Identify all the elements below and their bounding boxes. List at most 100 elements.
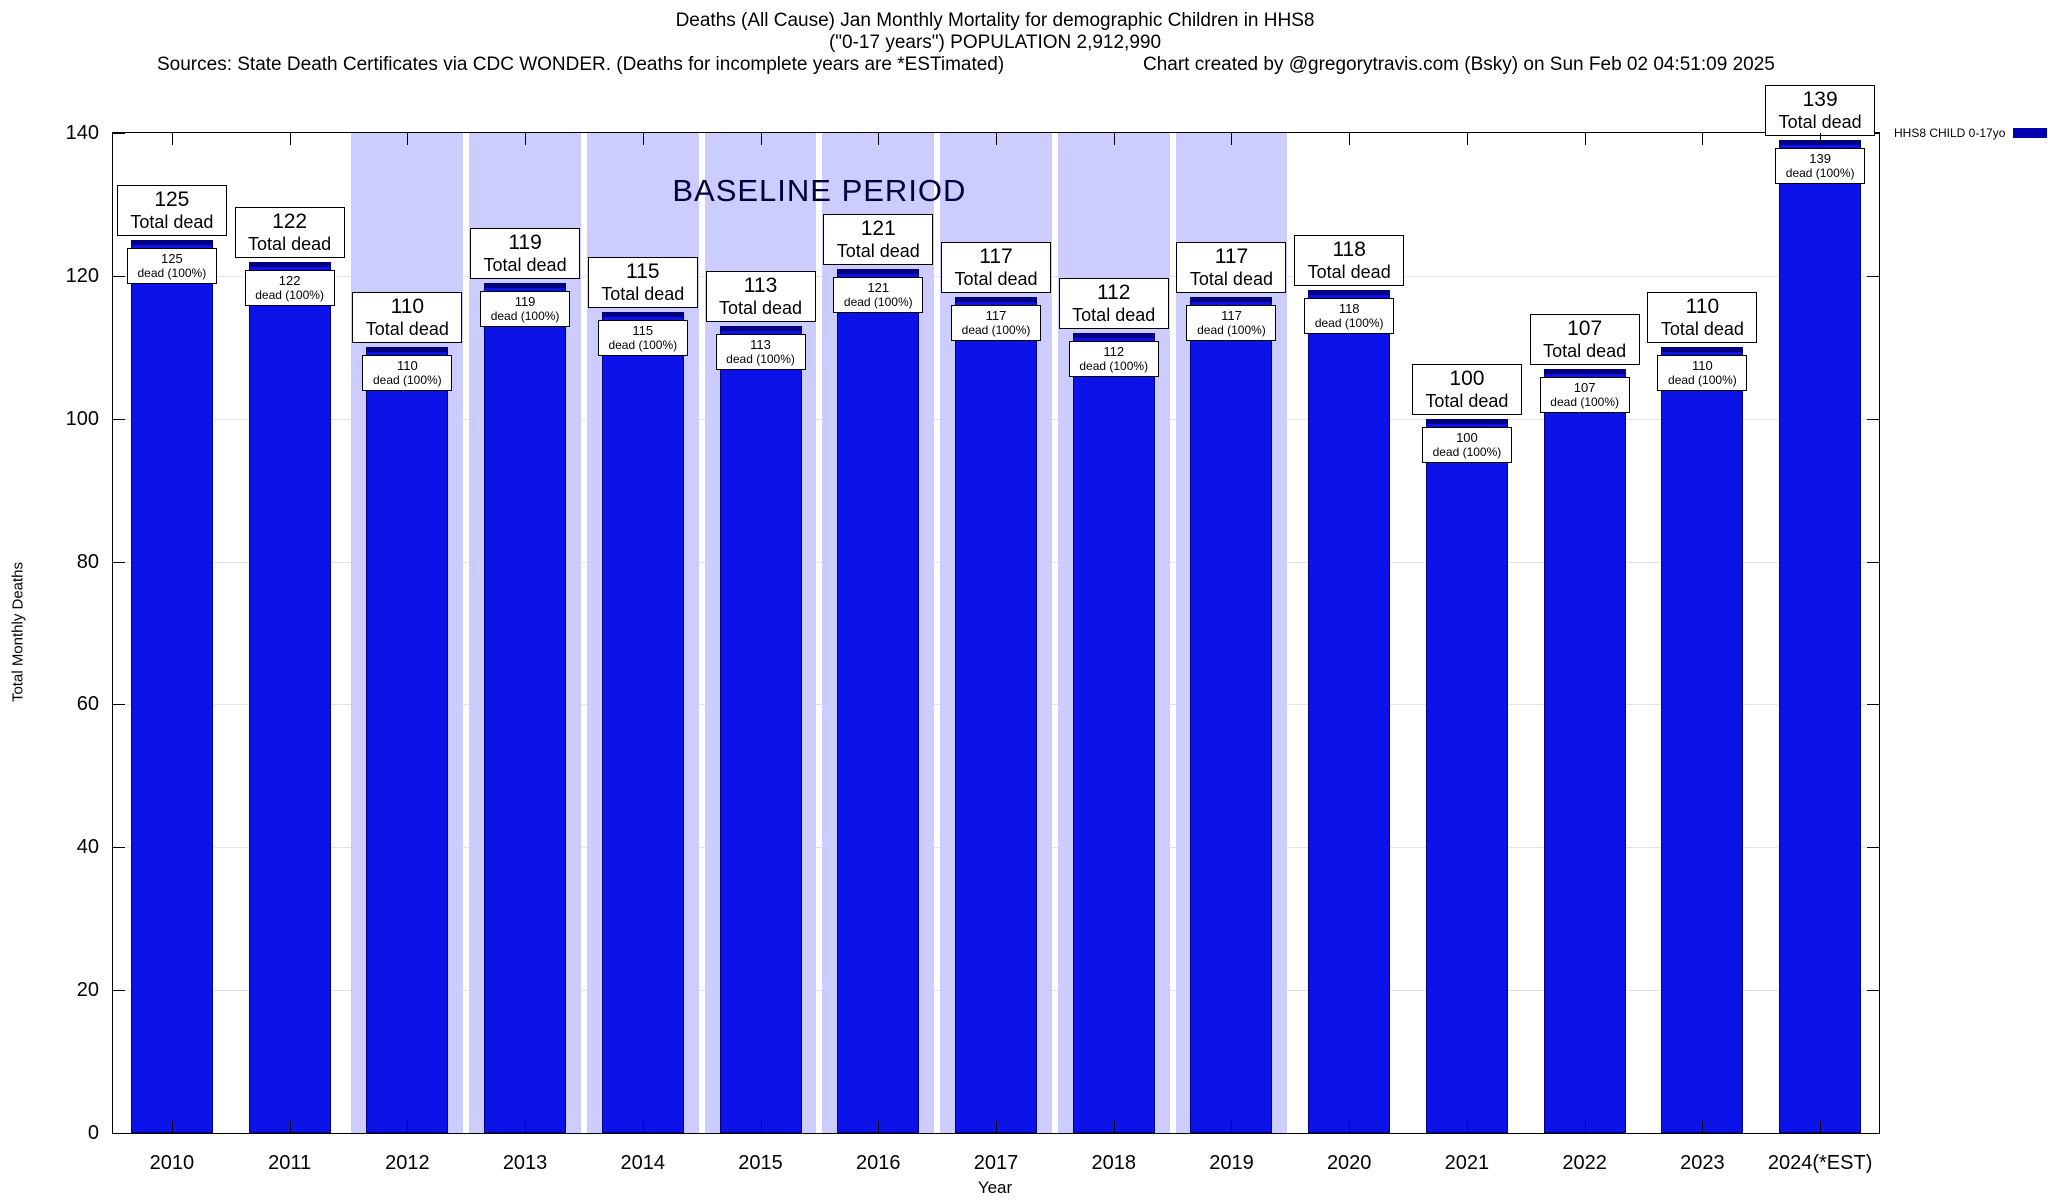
bar-total-value: 122 bbox=[272, 209, 308, 233]
bar-inner-label: 122 dead (100%) bbox=[244, 269, 335, 306]
bar-total-caption: Total dead bbox=[365, 319, 449, 340]
y-axis-tick bbox=[1867, 561, 1879, 563]
bar-inner-caption: dead (100%) bbox=[608, 337, 678, 352]
x-axis-tick bbox=[642, 1121, 644, 1133]
legend: HHS8 CHILD 0-17yo bbox=[1894, 126, 2048, 140]
bar-total-caption: Total dead bbox=[248, 233, 332, 254]
bar-inner-label: 110 dead (100%) bbox=[362, 355, 453, 392]
bar-total-value: 110 bbox=[390, 295, 425, 319]
bar bbox=[1425, 418, 1508, 1133]
bar-total-label: 117 Total dead bbox=[941, 242, 1051, 294]
bar-total-caption: Total dead bbox=[718, 297, 803, 318]
bar-total-value: 113 bbox=[743, 273, 778, 297]
y-axis-tick bbox=[1867, 1133, 1879, 1134]
x-axis-tick bbox=[1820, 133, 1822, 145]
x-axis-tick-label: 2020 bbox=[1326, 1152, 1372, 1174]
bar-inner-caption: dead (100%) bbox=[726, 351, 795, 366]
x-axis-tick bbox=[525, 133, 527, 145]
bar-total-label: 117 Total dead bbox=[1176, 242, 1287, 294]
y-axis-tick bbox=[113, 418, 125, 420]
x-axis-tick bbox=[1584, 1121, 1586, 1133]
bar-total-value: 117 bbox=[979, 245, 1013, 269]
bar bbox=[601, 311, 684, 1133]
bar bbox=[130, 240, 213, 1133]
x-axis-tick bbox=[1584, 133, 1586, 145]
bar-inner-caption: dead (100%) bbox=[1079, 359, 1149, 373]
bar-inner-label: 125 dead (100%) bbox=[126, 248, 217, 285]
bar-total-value: 110 bbox=[1685, 295, 1720, 319]
x-axis-tick bbox=[1113, 1121, 1115, 1133]
bar-total-value: 100 bbox=[1449, 366, 1485, 390]
bar-inner-label: 107 dead (100%) bbox=[1539, 376, 1630, 413]
bar-inner-value: 117 bbox=[985, 308, 1007, 324]
bar-total-caption: Total dead bbox=[130, 212, 214, 233]
bar-inner-value: 117 bbox=[1221, 308, 1242, 324]
bar-total-caption: Total dead bbox=[1307, 262, 1391, 283]
y-axis-tick bbox=[1867, 990, 1879, 992]
x-axis-tick bbox=[171, 1121, 173, 1133]
x-axis-tick bbox=[1113, 133, 1115, 145]
bar-inner-caption: dead (100%) bbox=[372, 373, 442, 388]
chart-title-line1: Deaths (All Cause) Jan Monthly Mortality… bbox=[675, 10, 1315, 31]
bar-inner-value: 125 bbox=[161, 251, 183, 267]
bar-total-caption: Total dead bbox=[483, 255, 567, 275]
y-axis-tick bbox=[113, 133, 125, 134]
bar-total-value: 125 bbox=[154, 188, 190, 212]
bar-total-caption: Total dead bbox=[954, 269, 1038, 290]
bar bbox=[719, 325, 802, 1133]
bar-total-label: 139 Total dead bbox=[1765, 85, 1876, 137]
bar-total-value: 118 bbox=[1332, 238, 1366, 262]
y-axis-tick bbox=[1867, 704, 1879, 706]
bar-total-value: 117 bbox=[1214, 245, 1249, 269]
x-axis-tick bbox=[1349, 1121, 1351, 1133]
x-axis-tick-label: 2015 bbox=[738, 1152, 783, 1174]
y-axis-tick bbox=[1867, 418, 1879, 420]
x-axis-tick-label: 2018 bbox=[1091, 1152, 1136, 1174]
bar-total-value: 121 bbox=[860, 216, 896, 240]
y-axis-tick-label: 120 bbox=[65, 264, 99, 287]
x-axis-tick-label: 2019 bbox=[1209, 1152, 1254, 1174]
bar-total-value: 115 bbox=[626, 259, 660, 283]
bar-inner-label: 112 dead (100%) bbox=[1068, 341, 1159, 377]
x-axis-tick bbox=[1349, 133, 1351, 145]
bar-inner-value: 121 bbox=[867, 279, 890, 295]
baseline-period-label: BASELINE PERIOD bbox=[672, 173, 967, 208]
credit-note: Chart created by @gregorytravis.com (Bsk… bbox=[1143, 54, 1775, 75]
x-axis-tick-label: 2021 bbox=[1444, 1152, 1490, 1174]
y-axis-tick-label: 60 bbox=[76, 693, 99, 716]
bar-inner-label: 118 dead (100%) bbox=[1304, 298, 1395, 335]
x-axis-tick-label: 2011 bbox=[268, 1152, 312, 1174]
x-axis-tick-label: 2023 bbox=[1680, 1152, 1725, 1174]
x-axis-tick-label: 2022 bbox=[1562, 1152, 1607, 1174]
x-axis-tick bbox=[1231, 133, 1233, 145]
y-axis-tick bbox=[113, 704, 125, 706]
bar-total-label: 112 Total dead bbox=[1058, 278, 1169, 329]
bar-inner-label: 121 dead (100%) bbox=[833, 276, 924, 313]
bar-inner-caption: dead (100%) bbox=[255, 287, 324, 302]
bar-total-caption: Total dead bbox=[1543, 340, 1627, 361]
y-axis-tick bbox=[113, 561, 125, 563]
bar-total-value: 107 bbox=[1567, 316, 1603, 340]
legend-swatch bbox=[2013, 128, 2048, 138]
x-axis-tick bbox=[996, 133, 997, 145]
bar-total-caption: Total dead bbox=[601, 283, 685, 304]
y-axis-tick bbox=[1867, 847, 1879, 849]
x-axis-tick-label: 2016 bbox=[856, 1152, 901, 1174]
bar-inner-caption: dead (100%) bbox=[1668, 373, 1737, 388]
bar-total-value: 139 bbox=[1802, 88, 1838, 112]
bar-inner-caption: dead (100%) bbox=[490, 309, 560, 323]
y-axis-tick-label: 80 bbox=[76, 550, 99, 573]
x-axis-tick bbox=[407, 1121, 409, 1133]
bar-inner-value: 110 bbox=[396, 358, 418, 374]
bar bbox=[484, 283, 567, 1133]
x-axis-tick bbox=[996, 1121, 997, 1133]
bar-inner-value: 139 bbox=[1809, 151, 1831, 167]
bar-total-label: 113 Total dead bbox=[705, 270, 816, 322]
bar-inner-caption: dead (100%) bbox=[1785, 166, 1855, 181]
bar-inner-caption: dead (100%) bbox=[843, 294, 913, 309]
bar-inner-caption: dead (100%) bbox=[961, 323, 1031, 338]
x-axis-tick bbox=[760, 133, 762, 145]
x-axis-title: Year bbox=[977, 1178, 1013, 1197]
y-axis-title: Total Monthly Deaths bbox=[9, 561, 27, 703]
x-axis-tick-label: 2012 bbox=[385, 1152, 430, 1174]
